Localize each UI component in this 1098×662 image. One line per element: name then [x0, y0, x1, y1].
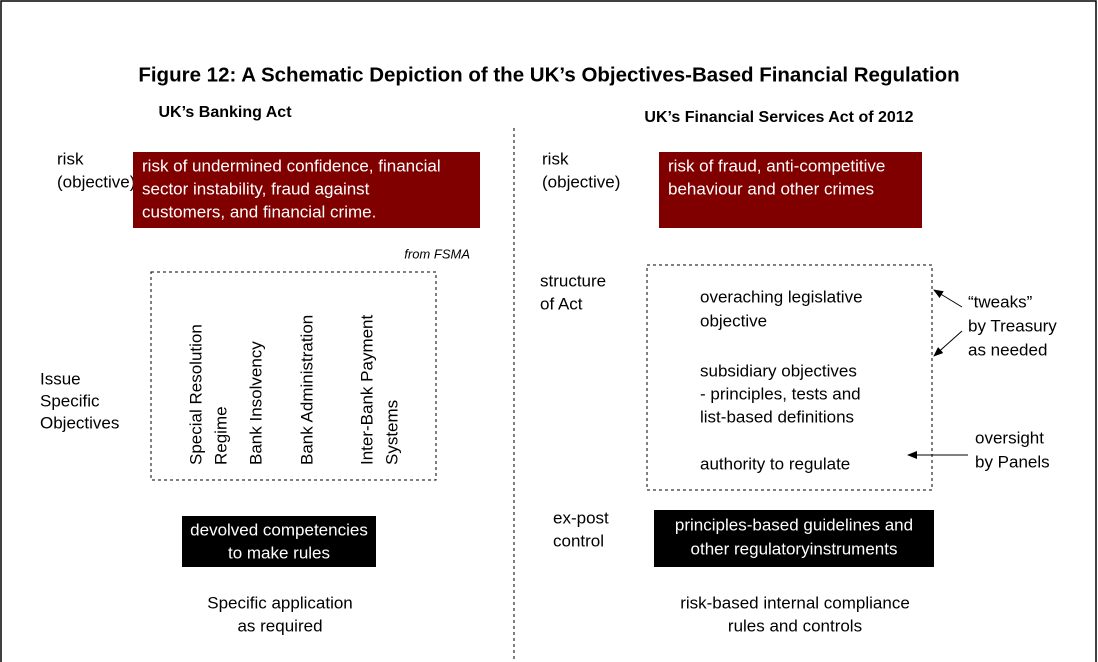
control-text: principles-based guidelines and — [675, 515, 913, 534]
label: risk — [542, 149, 569, 168]
note: from FSMA — [404, 246, 470, 261]
label: of Act — [540, 294, 583, 313]
objective: Systems — [382, 400, 401, 465]
structure-item: authority to regulate — [700, 454, 850, 473]
compliance: risk-based internal compliance — [680, 593, 910, 612]
objective: Regime — [211, 406, 230, 465]
oversight: oversight — [975, 428, 1044, 447]
risk-text: sector instability, fraud against — [142, 179, 370, 198]
risk-box — [133, 152, 480, 228]
left-heading: UK’s Banking Act — [158, 104, 292, 121]
control-text: other regulatoryinstruments — [691, 539, 898, 558]
label: structure — [540, 271, 606, 290]
risk-text: risk of fraud, anti-competitive — [668, 156, 885, 175]
oversight: by Panels — [975, 452, 1050, 471]
objective: Special Resolution — [186, 324, 205, 465]
label: ex-post — [553, 508, 609, 527]
risk-text: customers, and financial crime. — [142, 202, 376, 221]
rules-text: devolved competencies — [190, 520, 368, 539]
compliance: rules and controls — [728, 616, 862, 635]
label: (objective) — [57, 172, 135, 191]
right-heading: UK’s Financial Services Act of 2012 — [644, 109, 913, 126]
label: risk — [57, 149, 84, 168]
label: (objective) — [542, 172, 620, 191]
objective: Bank Insolvency — [246, 341, 265, 465]
label: control — [553, 531, 604, 550]
structure-item: subsidiary objectives — [700, 361, 857, 380]
label: Specific — [40, 391, 100, 410]
risk-text: risk of undermined confidence, financial — [142, 156, 441, 175]
objectives-box — [150, 271, 437, 481]
structure-item: - principles, tests and — [700, 384, 861, 403]
objective: Inter-Bank Payment — [357, 314, 376, 465]
label: Objectives — [40, 413, 119, 432]
structure-item: overaching legislative — [700, 287, 863, 306]
objective: Bank Administration — [297, 315, 316, 465]
risk-box — [659, 152, 922, 228]
tweaks: by Treasury — [968, 316, 1057, 335]
arrow — [933, 330, 963, 357]
application: as required — [237, 616, 322, 635]
title: Figure 12: A Schematic Depiction of the … — [138, 63, 959, 86]
tweaks: “tweaks” — [968, 292, 1033, 311]
structure-box — [646, 264, 933, 491]
tweaks: as needed — [968, 340, 1047, 359]
rules-box — [182, 516, 376, 567]
structure-item: objective — [700, 311, 767, 330]
application: Specific application — [207, 593, 353, 612]
rules-text: to make rules — [228, 543, 330, 562]
control-box — [654, 510, 934, 567]
structure-item: list-based definitions — [700, 407, 854, 426]
label: Issue — [40, 369, 81, 388]
arrow — [933, 289, 963, 308]
risk-text: behaviour and other crimes — [668, 179, 874, 198]
